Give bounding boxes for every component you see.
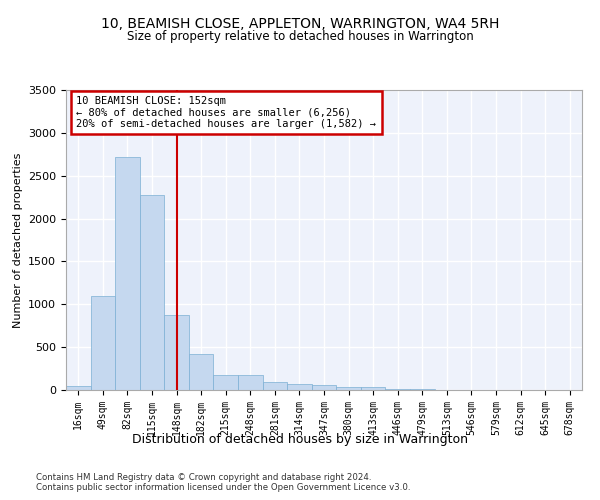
Text: 10 BEAMISH CLOSE: 152sqm
← 80% of detached houses are smaller (6,256)
20% of sem: 10 BEAMISH CLOSE: 152sqm ← 80% of detach… xyxy=(76,96,376,129)
Bar xyxy=(287,384,312,390)
Bar xyxy=(66,386,91,390)
Bar xyxy=(164,314,189,390)
Bar xyxy=(214,376,238,390)
Y-axis label: Number of detached properties: Number of detached properties xyxy=(13,152,23,328)
Bar xyxy=(336,387,361,390)
Bar xyxy=(361,388,385,390)
Text: 10, BEAMISH CLOSE, APPLETON, WARRINGTON, WA4 5RH: 10, BEAMISH CLOSE, APPLETON, WARRINGTON,… xyxy=(101,18,499,32)
Text: Size of property relative to detached houses in Warrington: Size of property relative to detached ho… xyxy=(127,30,473,43)
Bar xyxy=(263,382,287,390)
Text: Contains HM Land Registry data © Crown copyright and database right 2024.: Contains HM Land Registry data © Crown c… xyxy=(36,472,371,482)
Bar xyxy=(140,194,164,390)
Bar xyxy=(238,376,263,390)
Bar xyxy=(115,157,140,390)
Bar xyxy=(189,354,214,390)
Text: Distribution of detached houses by size in Warrington: Distribution of detached houses by size … xyxy=(132,432,468,446)
Bar xyxy=(385,388,410,390)
Bar xyxy=(91,296,115,390)
Bar xyxy=(312,386,336,390)
Text: Contains public sector information licensed under the Open Government Licence v3: Contains public sector information licen… xyxy=(36,484,410,492)
